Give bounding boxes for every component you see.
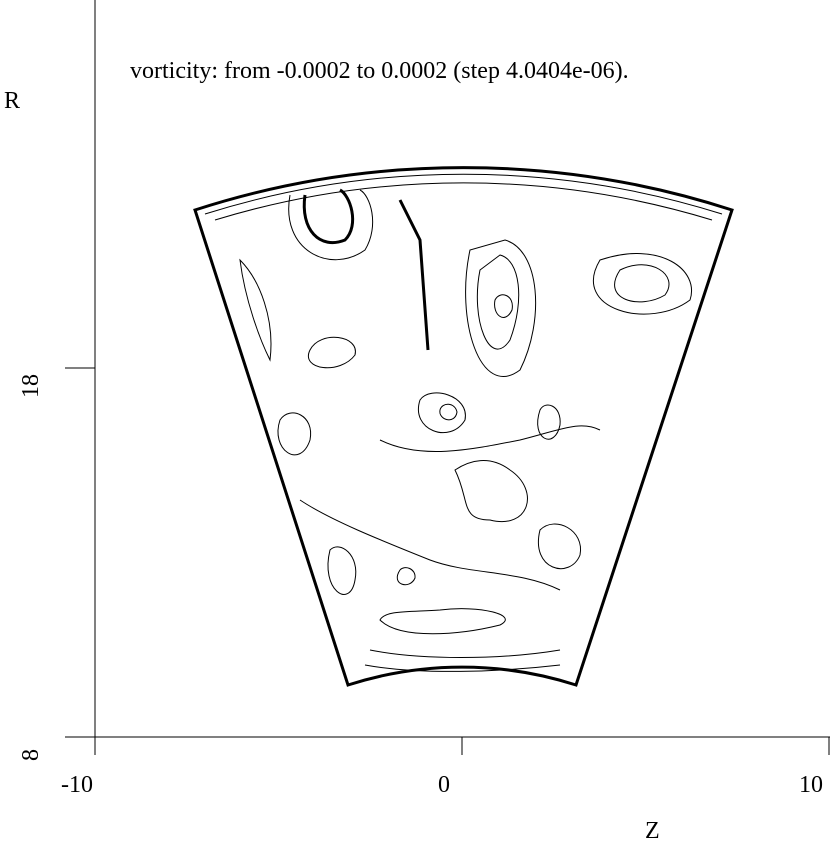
contours xyxy=(193,166,734,687)
x-axis-label: Z xyxy=(645,818,660,841)
y-tick-label: 8 xyxy=(18,749,44,761)
x-tick-label: -10 xyxy=(61,772,93,798)
y-tick-label: 18 xyxy=(18,374,44,398)
x-tick-label: 0 xyxy=(438,772,450,798)
x-tick-label: 10 xyxy=(799,772,823,798)
y-axis-label: R xyxy=(4,88,20,114)
chart-title: vorticity: from -0.0002 to 0.0002 (step … xyxy=(130,58,629,84)
